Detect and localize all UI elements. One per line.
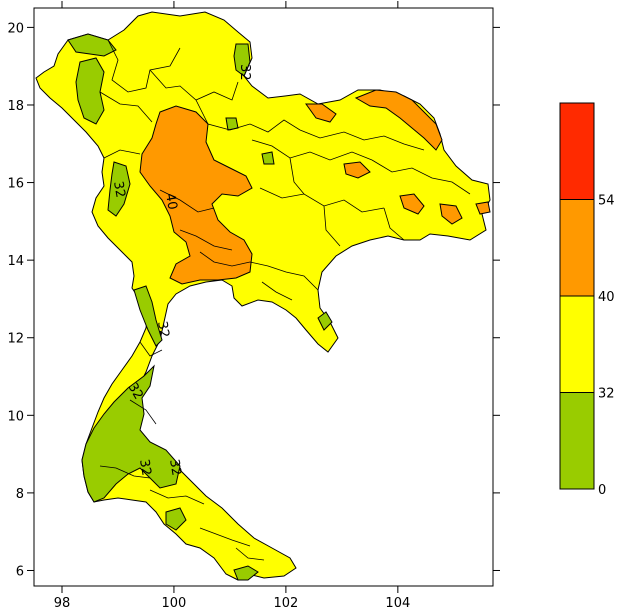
green-zone-trat [317,311,333,331]
green-zone-northwest [67,33,117,57]
province-line [199,251,251,267]
province-line [99,91,153,123]
green-zone-south [165,507,187,531]
province-line [103,149,141,159]
green-zones [67,33,333,581]
green-zone-nan [233,43,251,77]
province-line [249,261,319,291]
y-tick-label: 8 [16,487,24,502]
province-line [323,205,341,247]
province-line [251,139,373,161]
province-line [179,229,233,251]
province-line [129,399,157,425]
color-legend: 0 32 40 54 [559,102,615,498]
y-tick-label: 20 [7,21,24,36]
y-tick-label: 6 [16,564,24,579]
x-tick-label: 98 [54,596,71,610]
contour-label: 32 [154,320,172,339]
orange-zone-upper [305,103,337,123]
contour-label: 32 [110,180,128,199]
green-zone-tip [233,565,259,581]
province-line [199,527,251,547]
legend-swatch [559,199,595,297]
orange-zones [139,89,491,285]
axes: 98 100 102 104 6 8 10 12 14 16 18 20 [7,1,500,610]
orange-zone-central [139,105,253,285]
legend-label: 40 [598,290,615,305]
orange-zone-east [399,193,425,215]
province-line [99,465,151,479]
contour-label: 32 [125,381,146,403]
orange-zone-mid [343,161,371,179]
green-zone-small-2 [261,151,275,165]
contour-label: 32 [237,64,252,81]
orange-zone-southeast [439,203,463,225]
province-line [261,281,293,301]
province-line [299,129,425,151]
legend-swatch [559,295,595,393]
green-zone-peninsula-mid [81,364,181,503]
x-tick-label: 100 [162,596,187,610]
province-line [289,157,305,195]
y-tick-label: 10 [7,409,24,424]
y-tick-label: 12 [7,332,24,347]
contour-label: 32 [166,458,184,477]
province-line [107,39,181,93]
contour-label: 32 [136,458,154,477]
province-line [159,189,215,213]
x-tick-label: 102 [273,596,298,610]
y-tick-label: 16 [7,177,24,192]
green-zone-maehongson [75,57,105,125]
province-line [371,159,471,195]
contour-labels: 32 32 40 32 32 32 32 [110,64,252,477]
province-boundaries [99,39,471,561]
y-tick-label: 14 [7,254,24,269]
contour-label: 40 [162,192,180,211]
legend-label: 32 [598,387,615,402]
province-line [149,489,205,505]
province-line [139,341,163,357]
province-line [383,207,405,241]
y-tick-label: 18 [7,99,24,114]
province-line [235,547,265,561]
x-tick-label: 104 [385,596,410,610]
legend-label: 0 [598,483,606,498]
legend-swatch [559,102,595,200]
orange-zone-northeast [354,89,443,151]
orange-zone-ubon [475,201,491,215]
legend-label: 54 [598,194,615,209]
legend-swatch [559,392,595,490]
province-line [195,99,301,133]
green-zone-tak [107,161,131,217]
green-zone-peninsula-upper [133,285,163,347]
